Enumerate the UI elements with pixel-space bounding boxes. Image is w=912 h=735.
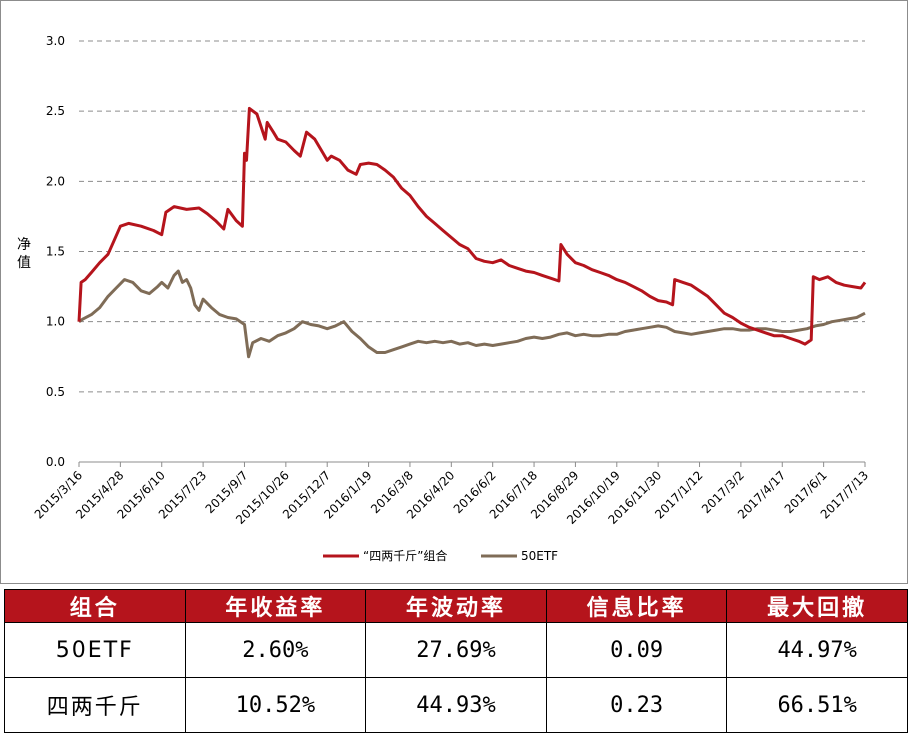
y-axis-label: 净 (17, 237, 31, 253)
stats-table: 组合 年收益率 年波动率 信息比率 最大回撤 50ETF 2.60% 27.69… (4, 589, 908, 733)
table-cell: 27.69% (365, 622, 547, 678)
y-tick-label: 1.5 (46, 245, 65, 259)
table-row: 四两千斤 10.52% 44.93% 0.23 66.51% (4, 677, 908, 733)
y-tick-label: 0.5 (46, 385, 65, 399)
header-cell: 信息比率 (545, 589, 728, 623)
legend: “四两千斤”组合 50ETF (323, 548, 558, 563)
table-cell: 0.23 (545, 677, 728, 733)
table-row: 50ETF 2.60% 27.69% 0.09 44.97% (4, 622, 908, 678)
header-cell: 最大回撤 (726, 589, 908, 623)
header-cell: 组合 (4, 589, 186, 623)
y-tick-label: 1.0 (46, 315, 65, 329)
header-cell: 年波动率 (365, 589, 547, 623)
table-cell: 44.93% (365, 677, 547, 733)
legend-label: “四两千斤”组合 (363, 548, 447, 563)
series (77, 106, 867, 359)
line-chart: 0.0 0.5 1.0 1.5 2.0 2.5 3.0 2015/3/162015/4/28… (17, 34, 871, 563)
table-cell: 0.09 (545, 622, 728, 678)
x-axis: 2015/3/162015/4/282015/6/102015/7/232015… (32, 461, 871, 527)
y-axis-label-2: 值 (17, 255, 31, 271)
chart-panel: 0.0 0.5 1.0 1.5 2.0 2.5 3.0 2015/3/16 2015/4/28… (0, 0, 908, 584)
legend-label: 50ETF (521, 549, 558, 563)
gridlines (79, 40, 865, 393)
table-cell: 50ETF (4, 622, 186, 678)
y-tick-label: 2.5 (46, 104, 65, 118)
y-tick-label: 2.0 (46, 174, 65, 188)
header-cell: 年收益率 (184, 589, 367, 623)
table-cell: 四两千斤 (4, 677, 186, 733)
table-cell: 2.60% (184, 622, 367, 678)
y-axis: 0.0 0.5 1.0 1.5 2.0 2.5 3.0 (46, 34, 65, 469)
table-cell: 44.97% (726, 622, 908, 678)
table-header-row: 组合 年收益率 年波动率 信息比率 最大回撤 (4, 589, 908, 623)
y-tick-label: 3.0 (46, 34, 65, 48)
series-line (78, 269, 866, 359)
table-cell: 66.51% (726, 677, 908, 733)
table-cell: 10.52% (184, 677, 367, 733)
y-tick-label: 0.0 (46, 455, 65, 469)
series-line (77, 106, 867, 346)
